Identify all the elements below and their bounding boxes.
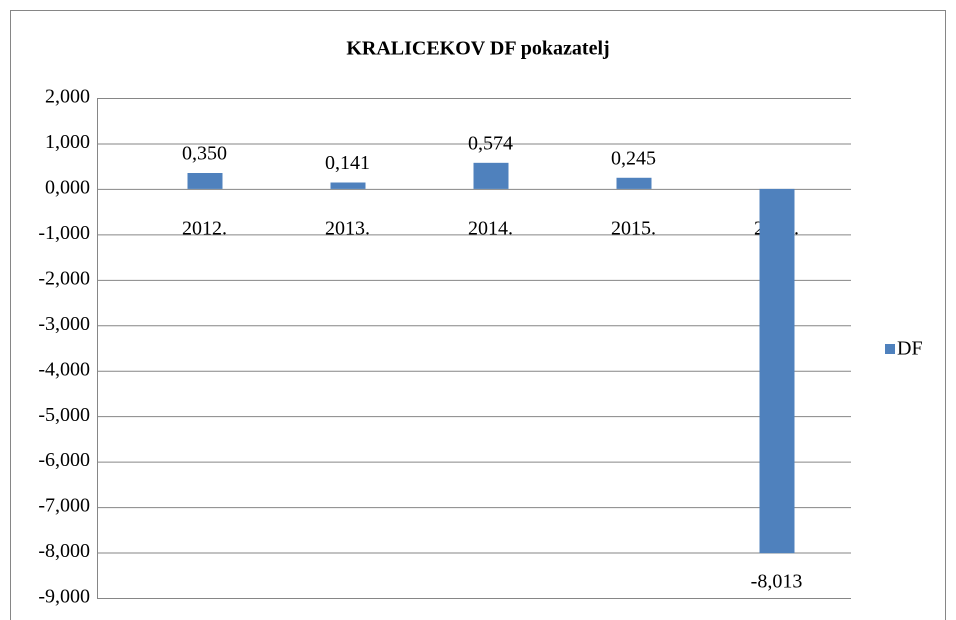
bar [616, 177, 652, 189]
y-tick-label: -7,000 [38, 495, 90, 517]
y-tick-label: -8,000 [38, 540, 90, 562]
data-label: 0,245 [611, 147, 656, 169]
bar [473, 162, 509, 189]
chart-title: KRALICEKOV DF pokazatelj [346, 38, 609, 60]
legend-label: DF [897, 338, 923, 360]
y-tick-label: 2,000 [45, 86, 90, 108]
data-label: 0,350 [182, 143, 227, 165]
y-tick-label: -2,000 [38, 267, 90, 289]
data-label: 0,574 [468, 132, 513, 154]
y-tick-label: -1,000 [38, 222, 90, 244]
y-tick-label: -5,000 [38, 404, 90, 426]
y-tick-label: 0,000 [45, 177, 90, 199]
x-tick-label: 2012. [182, 218, 227, 240]
y-tick-label: -9,000 [38, 586, 90, 608]
y-tick-label: -4,000 [38, 358, 90, 380]
y-tick-label: -3,000 [38, 313, 90, 335]
data-label: 0,141 [325, 152, 370, 174]
bar [330, 182, 366, 189]
y-tick-label: -6,000 [38, 449, 90, 471]
chart-frame [10, 10, 946, 620]
x-tick-label: 2013. [325, 218, 370, 240]
legend-swatch [885, 344, 895, 354]
bar [187, 173, 223, 189]
y-tick-label: 1,000 [45, 131, 90, 153]
bar [759, 188, 795, 554]
x-tick-label: 2015. [611, 218, 656, 240]
x-tick-label: 2014. [468, 218, 513, 240]
data-label: -8,013 [751, 571, 803, 593]
